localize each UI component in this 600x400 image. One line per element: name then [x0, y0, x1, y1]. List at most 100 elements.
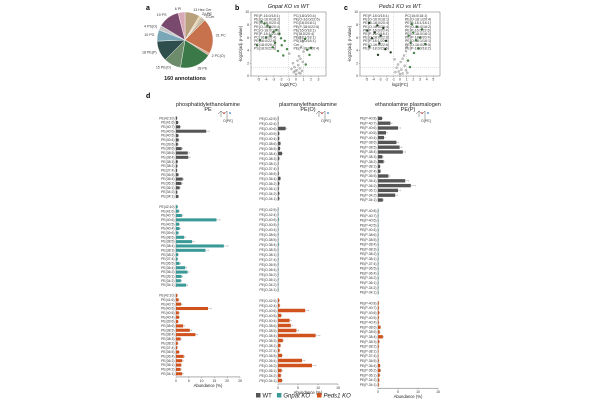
ether-glyph	[327, 112, 329, 114]
data-point	[376, 24, 379, 27]
category-label: PE(38:5)	[161, 151, 174, 155]
bar	[176, 177, 183, 181]
point-annotation: PC(16:0/20:4)	[254, 36, 276, 40]
legend-swatch	[317, 393, 322, 398]
bar	[378, 373, 380, 377]
pie-slice-label: 31 PC	[216, 34, 226, 38]
data-point	[301, 60, 304, 64]
bar	[176, 138, 179, 142]
bar	[278, 368, 282, 373]
x-axis-label: Abundance (%)	[294, 390, 323, 395]
bar	[378, 116, 382, 121]
bar	[378, 335, 383, 339]
point-annotation: PE(16:0/18:1)	[294, 28, 316, 32]
data-point	[304, 63, 307, 66]
x-tick-label: 5	[297, 386, 299, 390]
bar	[278, 328, 297, 333]
point-annotation: Cer	[294, 43, 301, 47]
bar	[176, 121, 179, 125]
point-annotation: PC(O-16:0/18:1)	[254, 28, 280, 32]
bar	[176, 160, 178, 164]
bar	[176, 164, 178, 168]
data-point	[302, 50, 305, 53]
bar	[176, 142, 178, 146]
pie-slice	[184, 19, 214, 54]
bar	[378, 145, 400, 149]
data-point	[373, 31, 376, 34]
category-label: PE(O-40:6)	[259, 309, 276, 313]
bar	[176, 350, 180, 354]
category-label: PE(O-36:2)	[259, 364, 276, 368]
legend-swatch	[276, 393, 282, 398]
category-label: PE(O-36:5)	[259, 263, 276, 267]
data-point	[294, 69, 297, 73]
data-point	[410, 22, 414, 26]
bar	[176, 125, 181, 129]
category-label: PE(O-40:4)	[259, 319, 276, 323]
panel-label-b: b	[235, 5, 239, 12]
data-point	[293, 65, 296, 69]
data-point	[306, 48, 309, 51]
point-annotation: PE(O-16:0/18:1)	[363, 18, 389, 22]
x-tick-label: -4	[264, 78, 267, 82]
category-label: PE(O-38:1)	[259, 253, 276, 257]
category-label: PE(P-36:2)	[360, 184, 377, 188]
category-label: PE(P-36:1)	[360, 281, 377, 285]
category-label: PE(34:1)	[161, 372, 174, 376]
bar	[278, 242, 279, 247]
x-axis-label: log2(FC)	[392, 82, 409, 87]
bar	[278, 126, 286, 131]
y-tick-label: 4	[356, 49, 358, 53]
point-annotation: PE(O-16:0/22:6)	[294, 18, 320, 22]
legend-label: WT	[263, 394, 273, 400]
bar	[176, 283, 187, 287]
data-point	[280, 44, 283, 47]
bar	[176, 293, 178, 297]
data-point	[288, 52, 291, 55]
bar	[278, 136, 280, 141]
bar	[176, 257, 178, 261]
data-point	[303, 37, 307, 41]
bar	[378, 330, 380, 334]
x-tick-label: -2	[279, 78, 282, 82]
bar	[378, 121, 391, 125]
bar	[176, 328, 190, 332]
category-label: PE(P-34:1)	[360, 291, 377, 295]
bar	[278, 181, 280, 186]
bar-chart-subtitle: PE(O)	[300, 107, 315, 113]
category-label: PE(39:6)	[161, 231, 174, 235]
bar	[176, 155, 189, 159]
category-label: PE(34:2)	[161, 190, 174, 194]
category-label: PE(O-38:3)	[259, 339, 276, 343]
pie-slice-label: 3 Cer	[206, 15, 216, 19]
data-point	[271, 46, 274, 49]
data-point	[402, 54, 406, 57]
bar	[176, 186, 180, 190]
point-annotation: PE(O-18:0/20:4)	[363, 21, 389, 25]
point-annotation: PE(P-18:1/18:1)	[405, 21, 431, 25]
category-label: PE(O-37:4)	[259, 167, 276, 171]
category-label: PE(O-42:5)	[259, 208, 276, 212]
bar	[176, 190, 178, 194]
bar	[378, 198, 383, 202]
x-tick-label: 2	[412, 78, 414, 82]
bar-chart-subtitle: plasmanylethanolamine	[279, 102, 337, 108]
category-label: PE(P-40:5)	[360, 223, 377, 227]
data-point	[276, 49, 280, 53]
y-tick-label: 8	[247, 23, 249, 27]
category-label: PE(P-34:1)	[360, 198, 377, 202]
x-tick-label: -3	[272, 78, 275, 82]
data-point	[255, 44, 259, 47]
category-label: PE(41:6)	[161, 121, 174, 125]
bar	[278, 176, 281, 181]
point-annotation: PE(O-16:0/20:5)	[405, 43, 431, 47]
category-label: PE(O-38:1)	[259, 344, 276, 348]
lipid-backbone-glyph	[415, 110, 426, 119]
legend-label: Gnpat KO	[283, 394, 310, 400]
category-label: PE(34:2)	[161, 279, 174, 283]
bar	[378, 179, 406, 183]
data-point	[378, 42, 381, 45]
bar	[278, 186, 279, 191]
data-point	[292, 70, 295, 74]
